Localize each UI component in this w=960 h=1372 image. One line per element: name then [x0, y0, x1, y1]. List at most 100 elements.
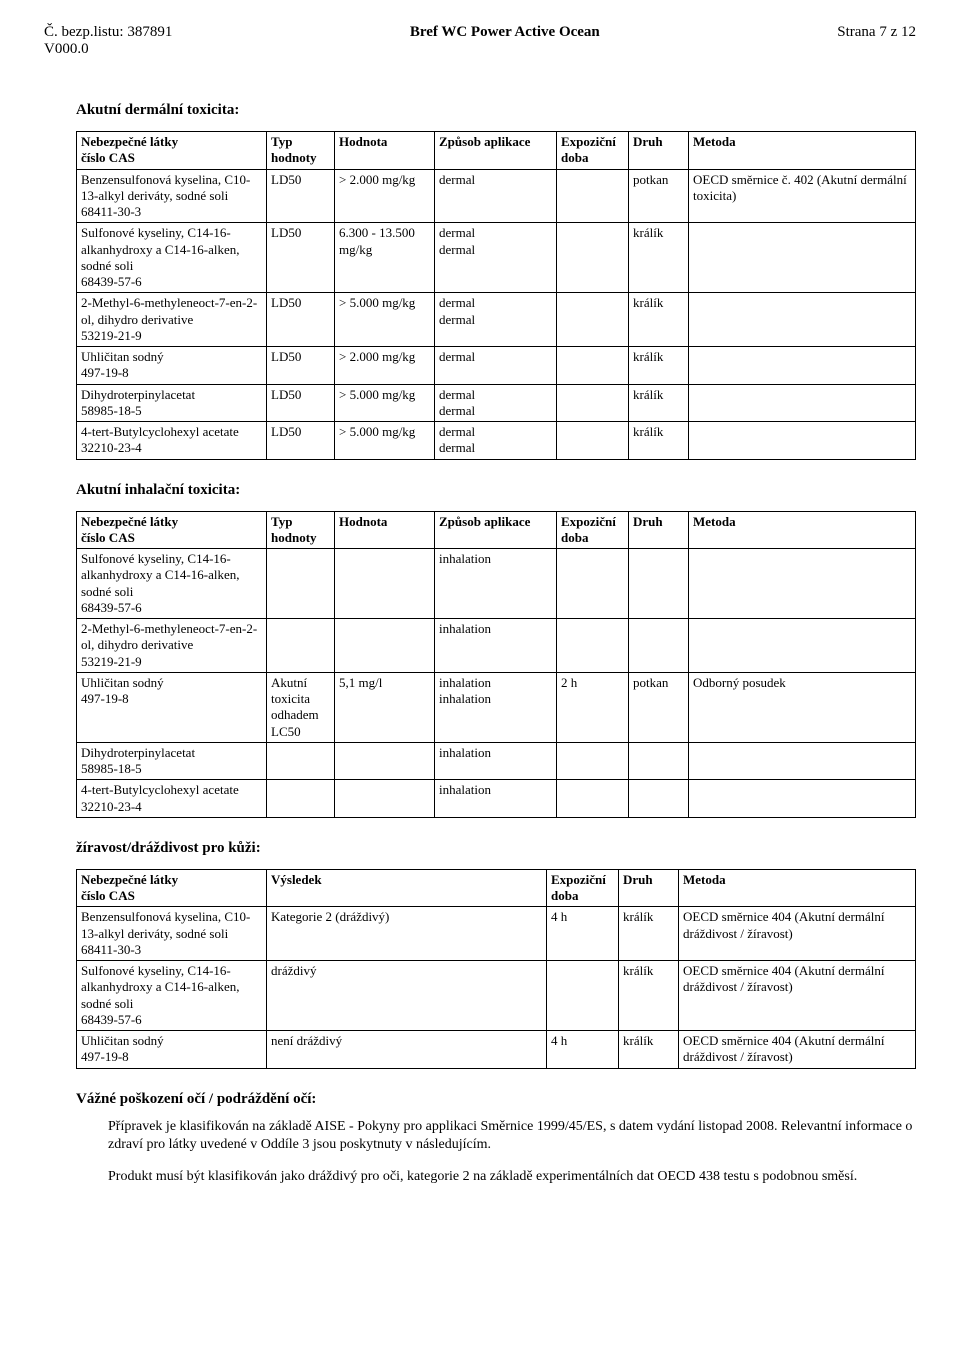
- table-cell: [267, 549, 335, 619]
- table-row: Dihydroterpinylacetat58985-18-5LD50> 5.0…: [77, 384, 916, 422]
- table-cell: [557, 347, 629, 385]
- table-cell: králík: [619, 1031, 679, 1069]
- th-type: Typhodnoty: [267, 511, 335, 549]
- table-row: Uhličitan sodný497-19-8Akutní toxicita o…: [77, 672, 916, 742]
- table-corrosion: Nebezpečné látkyčíslo CAS Výsledek Expoz…: [76, 869, 916, 1069]
- table-cell: potkan: [629, 672, 689, 742]
- table-row: Sulfonové kyseliny, C14-16-alkanhydroxy …: [77, 549, 916, 619]
- sheet-number: Č. bezp.listu: 387891: [44, 24, 172, 40]
- table-cell: [335, 780, 435, 818]
- section-title-dermal: Akutní dermální toxicita:: [76, 102, 916, 119]
- table-cell: OECD směrnice 404 (Akutní dermální drážd…: [679, 1031, 916, 1069]
- table-header-row: Nebezpečné látkyčíslo CAS Typhodnoty Hod…: [77, 511, 916, 549]
- th-substance: Nebezpečné látkyčíslo CAS: [77, 132, 267, 170]
- table-cell: dráždivý: [267, 961, 547, 1031]
- table-cell: [547, 961, 619, 1031]
- table-cell: [629, 780, 689, 818]
- th-exposure: Expozičnídoba: [547, 869, 619, 907]
- th-value: Hodnota: [335, 511, 435, 549]
- table-cell: dermal: [435, 169, 557, 223]
- table-cell: LD50: [267, 293, 335, 347]
- table-cell: OECD směrnice č. 402 (Akutní dermální to…: [689, 169, 916, 223]
- table-cell: [557, 422, 629, 460]
- table-cell: 4 h: [547, 907, 619, 961]
- table-cell: [629, 742, 689, 780]
- table-cell: [689, 780, 916, 818]
- table-cell: králík: [629, 223, 689, 293]
- th-exposure: Expozičnídoba: [557, 511, 629, 549]
- th-substance: Nebezpečné látkyčíslo CAS: [77, 511, 267, 549]
- th-application: Způsob aplikace: [435, 511, 557, 549]
- table-cell: LD50: [267, 384, 335, 422]
- table-cell: dermal: [435, 347, 557, 385]
- product-title: Bref WC Power Active Ocean: [172, 24, 837, 41]
- table-cell: dermaldermal: [435, 223, 557, 293]
- section-title-corrosion: žíravost/dráždivost pro kůži:: [76, 840, 916, 857]
- page-number: Strana 7 z 12: [837, 24, 916, 41]
- table-cell: Kategorie 2 (dráždivý): [267, 907, 547, 961]
- table-row: 4-tert-Butylcyclohexyl acetate32210-23-4…: [77, 422, 916, 460]
- table-cell: [689, 347, 916, 385]
- section-dermal: Akutní dermální toxicita: Nebezpečné lát…: [76, 102, 916, 1108]
- table-cell: králík: [629, 422, 689, 460]
- table-header-row: Nebezpečné látkyčíslo CAS Typhodnoty Hod…: [77, 132, 916, 170]
- table-cell: LD50: [267, 223, 335, 293]
- table-cell: Dihydroterpinylacetat58985-18-5: [77, 384, 267, 422]
- th-substance: Nebezpečné látkyčíslo CAS: [77, 869, 267, 907]
- table-cell: [557, 293, 629, 347]
- table-inhalation: Nebezpečné látkyčíslo CAS Typhodnoty Hod…: [76, 511, 916, 818]
- table-cell: 2 h: [557, 672, 629, 742]
- header-left: Č. bezp.listu: 387891 V000.0: [44, 24, 172, 58]
- table-row: 4-tert-Butylcyclohexyl acetate32210-23-4…: [77, 780, 916, 818]
- table-cell: [557, 223, 629, 293]
- table-cell: 6.300 - 13.500 mg/kg: [335, 223, 435, 293]
- table-cell: OECD směrnice 404 (Akutní dermální drážd…: [679, 907, 916, 961]
- table-cell: králík: [629, 384, 689, 422]
- table-cell: OECD směrnice 404 (Akutní dermální drážd…: [679, 961, 916, 1031]
- table-cell: [689, 422, 916, 460]
- table-cell: [689, 293, 916, 347]
- table-cell: Odborný posudek: [689, 672, 916, 742]
- table-cell: [629, 549, 689, 619]
- table-cell: 4-tert-Butylcyclohexyl acetate32210-23-4: [77, 422, 267, 460]
- table-cell: [267, 780, 335, 818]
- paragraph-classification: Přípravek je klasifikován na základě AIS…: [108, 1118, 916, 1154]
- table-cell: LD50: [267, 169, 335, 223]
- table-cell: Uhličitan sodný497-19-8: [77, 672, 267, 742]
- table-cell: [557, 619, 629, 673]
- table-cell: [557, 384, 629, 422]
- table-row: Benzensulfonová kyselina, C10-13-alkyl d…: [77, 169, 916, 223]
- table-cell: [557, 780, 629, 818]
- table-cell: dermaldermal: [435, 293, 557, 347]
- table-cell: dermaldermal: [435, 422, 557, 460]
- table-row: 2-Methyl-6-methyleneoct-7-en-2-ol, dihyd…: [77, 293, 916, 347]
- th-value: Hodnota: [335, 132, 435, 170]
- th-method: Metoda: [679, 869, 916, 907]
- table-cell: > 5.000 mg/kg: [335, 384, 435, 422]
- table-cell: [689, 384, 916, 422]
- table-cell: [335, 619, 435, 673]
- table-cell: [689, 223, 916, 293]
- table-cell: Benzensulfonová kyselina, C10-13-alkyl d…: [77, 907, 267, 961]
- table-cell: [557, 549, 629, 619]
- table-cell: Dihydroterpinylacetat58985-18-5: [77, 742, 267, 780]
- paragraph-eye-irritant: Produkt musí být klasifikován jako drážd…: [108, 1168, 916, 1186]
- th-method: Metoda: [689, 132, 916, 170]
- table-row: Sulfonové kyseliny, C14-16-alkanhydroxy …: [77, 223, 916, 293]
- table-cell: inhalation: [435, 549, 557, 619]
- table-cell: dermaldermal: [435, 384, 557, 422]
- table-cell: Akutní toxicita odhadem LC50: [267, 672, 335, 742]
- table-cell: > 5.000 mg/kg: [335, 293, 435, 347]
- table-cell: Uhličitan sodný497-19-8: [77, 1031, 267, 1069]
- page-header: Č. bezp.listu: 387891 V000.0 Bref WC Pow…: [44, 24, 916, 58]
- table-row: Uhličitan sodný497-19-8není dráždivý4 hk…: [77, 1031, 916, 1069]
- table-cell: potkan: [629, 169, 689, 223]
- table-cell: [629, 619, 689, 673]
- table-cell: 4 h: [547, 1031, 619, 1069]
- table-dermal: Nebezpečné látkyčíslo CAS Typhodnoty Hod…: [76, 131, 916, 460]
- th-exposure: Expozičnídoba: [557, 132, 629, 170]
- table-cell: králík: [629, 347, 689, 385]
- table-cell: LD50: [267, 422, 335, 460]
- table-cell: LD50: [267, 347, 335, 385]
- th-type: Typhodnoty: [267, 132, 335, 170]
